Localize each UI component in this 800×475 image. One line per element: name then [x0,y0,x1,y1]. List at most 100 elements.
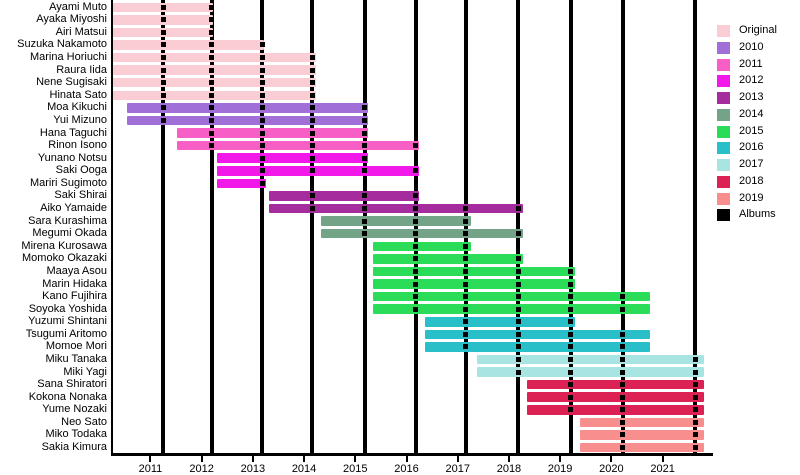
member-timeline-bar [526,405,704,415]
album-marker-dot [160,117,166,123]
x-axis-tick-label: 2014 [291,463,317,475]
album-marker-dot [362,193,367,199]
member-timeline-bar [424,317,576,327]
album-marker-dot [568,281,574,287]
album-marker-dot [259,55,265,61]
album-marker-dot [413,268,419,274]
album-marker-dot [515,356,521,362]
album-marker-dot [463,331,469,337]
album-marker-dot [362,105,367,111]
album-marker-dot [515,369,521,375]
album-marker-dot [692,394,698,400]
album-marker-dot [209,80,215,86]
album-marker-dot [362,143,367,149]
member-name-label: Airi Matsui [55,25,107,38]
legend-label: 2019 [739,191,764,204]
album-marker-dot [620,407,626,413]
album-release-line [463,0,468,453]
member-timeline-bar [112,40,265,50]
member-timeline-bar [579,430,704,440]
x-axis-tick [354,456,357,462]
album-release-line [620,0,625,453]
album-marker-dot [463,268,469,274]
album-marker-dot [515,268,521,274]
member-name-label: Ayaka Miyoshi [36,13,107,26]
legend-label: 2013 [739,91,764,103]
member-name-label: Sakia Kimura [41,441,107,454]
member-timeline-bar [372,241,472,252]
album-marker-dot [620,344,626,350]
member-name-label: Kokona Nonaka [28,390,107,403]
album-release-line [362,0,367,453]
album-marker-dot [463,281,469,287]
legend-label: 2017 [739,158,764,170]
member-name-label: Yume Nozaki [42,403,107,416]
x-axis-tick [251,456,254,462]
album-marker-dot [515,231,521,237]
album-marker-dot [209,42,215,48]
legend-label: 2011 [739,57,763,70]
album-marker-dot [309,80,315,86]
album-marker-dot [209,143,215,149]
member-timeline-bar [269,191,419,201]
member-timeline-bar [321,216,472,226]
album-marker-dot [362,117,367,123]
member-timeline-bar [217,166,419,176]
album-marker-dot [515,256,521,262]
legend-swatch-2012 [717,75,730,88]
album-marker-dot [515,281,521,287]
album-marker-dot [620,419,626,425]
legend-label: 2015 [739,124,764,137]
member-timeline-bar [424,342,650,352]
album-marker-dot [259,130,265,136]
album-marker-dot [309,55,315,61]
album-marker-dot [309,143,315,149]
album-marker-dot [620,369,626,375]
album-marker-dot [160,17,166,23]
album-marker-dot [620,445,626,451]
album-marker-dot [620,432,626,438]
album-marker-dot [620,356,626,362]
legend-swatch-albums [717,209,730,222]
member-name-label: Sana Shiratori [37,378,107,391]
member-name-label: Saki Ooga [55,164,107,177]
x-axis-tick [559,456,562,462]
album-marker-dot [413,206,419,212]
member-name-label: Rinon Isono [48,139,107,152]
legend-label: Original [739,24,777,36]
album-marker-dot [620,394,626,400]
album-marker-dot [209,4,215,10]
member-name-label: Megumi Okada [32,227,107,240]
album-marker-dot [463,256,469,262]
album-marker-dot [362,155,367,161]
x-axis-line [111,453,713,456]
x-axis-tick [200,456,203,462]
x-axis-tick [149,456,152,462]
album-marker-dot [259,105,265,111]
x-axis-tick-label: 2015 [343,463,368,475]
legend-label: 2012 [739,74,764,87]
album-marker-dot [309,92,315,98]
legend-swatch-2016 [717,142,730,155]
album-marker-dot [259,42,265,48]
member-name-label: Miki Yagi [63,365,107,378]
member-name-label: Soyoka Yoshida [28,302,107,315]
member-name-label: Raura Iida [56,63,107,76]
legend-label: 2014 [739,107,764,120]
legend-label: 2016 [739,141,764,154]
album-marker-dot [259,143,265,149]
member-name-label: Hinata Sato [49,88,107,101]
member-timeline-bar [372,266,576,277]
album-marker-dot [692,369,698,375]
member-name-label: Tsugumi Aritomo [25,327,107,340]
member-name-label: Ayami Muto [49,0,107,13]
album-marker-dot [309,105,315,111]
album-marker-dot [259,92,265,98]
x-axis-tick-label: 2012 [189,463,214,475]
album-marker-dot [362,168,367,174]
legend-label: 2018 [739,174,764,187]
album-marker-dot [160,92,166,98]
member-name-label: Momoko Okazaki [22,252,107,265]
album-marker-dot [160,4,166,10]
album-marker-dot [413,218,419,224]
